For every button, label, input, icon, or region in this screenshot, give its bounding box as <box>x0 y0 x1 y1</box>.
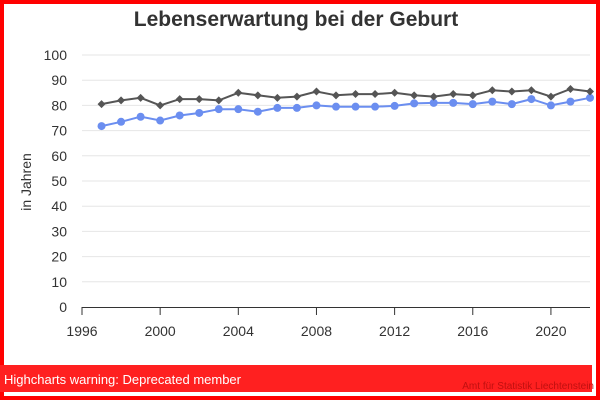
y-tick-label: 30 <box>51 223 67 239</box>
data-point <box>546 92 555 101</box>
y-tick-label: 60 <box>51 148 67 164</box>
data-point <box>390 88 399 97</box>
data-point <box>449 90 458 99</box>
data-point <box>566 85 575 94</box>
data-point <box>586 93 594 102</box>
data-point <box>371 90 380 99</box>
data-point <box>468 91 477 100</box>
y-tick-label: 70 <box>51 123 67 139</box>
data-point <box>253 91 262 100</box>
chart-title: Lebenserwartung bei der Geburt <box>133 8 459 31</box>
data-point <box>488 86 497 95</box>
data-point <box>117 117 126 126</box>
data-point <box>351 102 360 111</box>
warning-overlay-message: Highcharts warning: Deprecated member <box>4 372 241 387</box>
data-point <box>273 103 282 112</box>
data-point <box>332 91 340 100</box>
data-point <box>195 95 204 104</box>
data-point <box>175 111 184 120</box>
data-point <box>214 105 223 114</box>
data-point <box>586 87 594 96</box>
data-point <box>371 102 380 111</box>
x-tick-label: 2008 <box>301 323 332 339</box>
data-point <box>97 100 106 109</box>
y-tick-label: 50 <box>51 173 67 189</box>
data-point <box>292 103 301 112</box>
data-point <box>410 99 419 108</box>
y-axis-title: in Jahren <box>18 153 34 211</box>
y-tick-label: 40 <box>51 198 67 214</box>
data-point <box>312 87 321 96</box>
data-point <box>507 87 516 96</box>
x-tick-label: 2020 <box>535 323 566 339</box>
data-point <box>97 122 106 131</box>
data-point <box>527 95 536 104</box>
y-tick-label: 20 <box>51 249 67 265</box>
y-tick-label: 0 <box>59 299 67 315</box>
x-tick-label: 2016 <box>457 323 488 339</box>
data-point <box>292 92 301 101</box>
data-point <box>527 86 536 95</box>
chart-credits[interactable]: Amt für Statistik Liechtenstein <box>462 381 594 392</box>
data-point <box>507 100 516 109</box>
data-point <box>273 93 282 102</box>
data-point <box>156 116 165 125</box>
data-point <box>214 96 223 105</box>
data-point <box>136 93 145 102</box>
y-tick-label: 10 <box>51 274 67 290</box>
y-tick-label: 100 <box>44 47 68 63</box>
y-tick-label: 90 <box>51 72 67 88</box>
data-point <box>410 91 419 100</box>
data-point <box>546 101 555 110</box>
data-point <box>429 92 438 101</box>
data-point <box>390 101 399 110</box>
x-tick-label: 2012 <box>379 323 410 339</box>
x-tick-label: 2004 <box>223 323 254 339</box>
data-point <box>566 97 575 106</box>
data-point <box>156 101 165 110</box>
data-point <box>488 97 497 106</box>
warning-overlay <box>0 365 592 392</box>
data-point <box>312 101 321 110</box>
data-point <box>234 105 243 114</box>
data-point <box>253 107 262 116</box>
data-point <box>117 96 126 105</box>
data-point <box>234 88 243 97</box>
data-point <box>468 100 477 109</box>
y-tick-label: 80 <box>51 97 67 113</box>
data-point <box>136 112 145 121</box>
data-point <box>351 90 360 99</box>
data-point <box>449 98 458 107</box>
x-tick-label: 2000 <box>145 323 176 339</box>
x-tick-label: 1996 <box>66 323 97 339</box>
data-point <box>175 95 184 104</box>
data-point <box>195 108 204 117</box>
data-point <box>429 98 438 107</box>
series-line <box>101 96 591 128</box>
data-point <box>332 102 340 111</box>
